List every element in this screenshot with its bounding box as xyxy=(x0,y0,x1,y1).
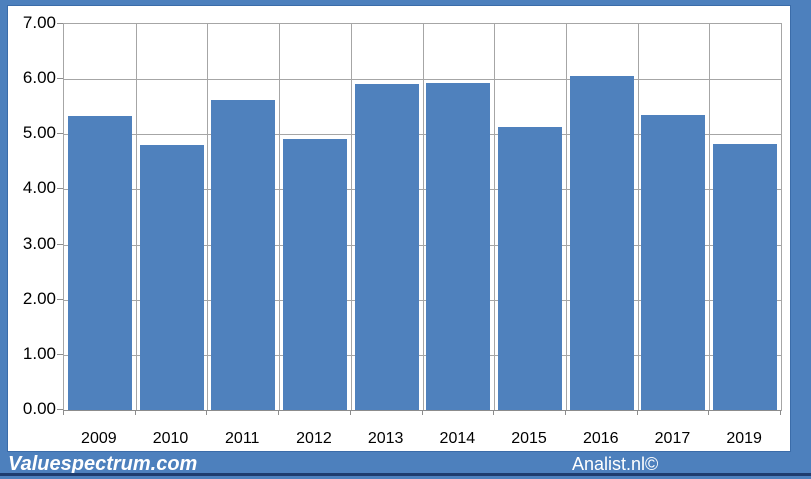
bar-2010 xyxy=(139,144,204,410)
y-tick-label: 0.00 xyxy=(22,399,56,418)
h-gridline xyxy=(64,299,781,301)
y-tick-mark xyxy=(57,78,63,80)
y-tick-mark xyxy=(57,353,63,355)
y-tick-label: 1.00 xyxy=(22,343,56,363)
v-gridline xyxy=(351,24,352,410)
x-tick-mark xyxy=(278,410,279,415)
x-tick-mark xyxy=(135,410,136,415)
bar-2016 xyxy=(569,76,634,410)
bar-2011 xyxy=(211,100,276,410)
v-gridline xyxy=(423,24,424,410)
x-tick-label: 2013 xyxy=(367,430,404,447)
x-tick-label: 2015 xyxy=(511,430,547,447)
x-tick-label: 2009 xyxy=(81,430,117,447)
x-tick-label: 2011 xyxy=(225,430,260,447)
x-tick-mark xyxy=(637,410,638,415)
x-tick-label: 2016 xyxy=(582,430,619,447)
y-tick-mark xyxy=(57,243,63,245)
v-gridline xyxy=(494,24,495,410)
x-tick-mark xyxy=(206,410,207,415)
y-tick-mark xyxy=(57,298,63,300)
v-gridline xyxy=(279,24,280,410)
v-gridline xyxy=(709,24,710,410)
analist-watermark: Analist.nl© xyxy=(572,454,659,474)
x-tick-label: 2012 xyxy=(296,430,332,447)
bar-2015 xyxy=(498,127,563,410)
bar-2012 xyxy=(282,139,347,410)
x-tick-mark xyxy=(493,410,494,415)
y-tick-label: 3.00 xyxy=(22,233,56,253)
x-tick-mark xyxy=(63,410,64,415)
bar-2017 xyxy=(641,115,706,410)
y-tick-mark xyxy=(57,409,63,410)
y-tick-label: 4.00 xyxy=(22,178,56,198)
v-gridline xyxy=(136,24,137,410)
y-tick-mark xyxy=(57,23,63,24)
v-gridline xyxy=(207,24,208,410)
plot-area xyxy=(63,23,782,411)
y-tick-label: 2.00 xyxy=(22,288,56,308)
y-tick-label: 5.00 xyxy=(22,123,56,143)
valuespectrum-watermark: Valuespectrum.com xyxy=(8,453,198,475)
x-tick-mark xyxy=(422,410,423,415)
bar-2019 xyxy=(713,143,778,410)
x-tick-mark xyxy=(708,410,709,415)
x-tick-label: 2017 xyxy=(654,430,691,447)
bar-2013 xyxy=(354,84,419,410)
y-tick-label: 7.00 xyxy=(22,13,56,32)
chart-panel: 0.00 1.00 2.00 3.00 4.00 5.00 6.00 7.00 2009 201… xyxy=(7,5,791,452)
h-gridline xyxy=(64,189,781,191)
x-tick-label: 2014 xyxy=(439,430,476,447)
h-gridline xyxy=(64,244,781,246)
h-gridline xyxy=(64,79,781,81)
x-tick-mark xyxy=(565,410,566,415)
x-tick-mark xyxy=(780,410,781,415)
x-tick-mark xyxy=(350,410,351,415)
y-tick-mark xyxy=(57,188,63,190)
h-gridline xyxy=(64,134,781,136)
bar-2014 xyxy=(426,83,491,410)
x-tick-label: 2010 xyxy=(152,430,189,447)
y-tick-label: 6.00 xyxy=(22,68,56,88)
y-tick-mark xyxy=(57,133,63,135)
watermark-strip: Valuespectrum.com Analist.nl© xyxy=(0,452,811,479)
h-gridline xyxy=(64,354,781,356)
bar-2009 xyxy=(67,116,132,410)
v-gridline xyxy=(566,24,567,410)
v-gridline xyxy=(638,24,639,410)
strip-dark-line xyxy=(0,473,811,476)
x-tick-label: 2019 xyxy=(726,430,762,447)
